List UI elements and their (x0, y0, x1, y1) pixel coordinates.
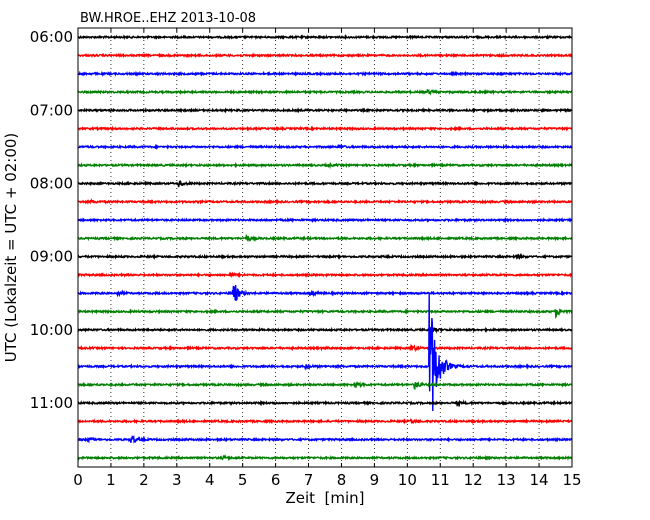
trace-line (78, 293, 572, 412)
trace-line (78, 252, 572, 261)
trace-line (78, 380, 572, 390)
trace-line (78, 161, 572, 170)
x-tick-label: 9 (370, 471, 380, 489)
x-axis-label: Zeit [min] (285, 489, 364, 507)
trace-line (78, 52, 572, 59)
trace-line (78, 434, 572, 444)
x-tick-label: 10 (398, 471, 417, 489)
x-tick-label: 8 (337, 471, 347, 489)
trace-line (78, 454, 572, 462)
y-tick-label: 07:00 (30, 101, 73, 119)
traces-group (78, 33, 572, 462)
trace-line (78, 33, 572, 41)
x-tick-label: 3 (172, 471, 182, 489)
trace-line (78, 285, 572, 301)
y-axis-label: UTC (Lokalzeit = UTC + 02:00) (2, 133, 20, 363)
trace-line (78, 107, 572, 114)
x-tick-label: 15 (562, 471, 581, 489)
trace-line (78, 308, 572, 319)
trace-line (78, 399, 572, 408)
x-tick-label: 12 (464, 471, 483, 489)
trace-line (78, 324, 572, 334)
y-tick-label: 09:00 (30, 248, 73, 266)
trace-line (78, 143, 572, 151)
trace-line (78, 88, 572, 96)
x-tick-label: 1 (106, 471, 116, 489)
x-tick-label: 7 (304, 471, 314, 489)
x-tick-label: 13 (497, 471, 516, 489)
trace-line (78, 271, 572, 279)
trace-line (78, 125, 572, 132)
x-tick-label: 2 (139, 471, 149, 489)
trace-line (78, 198, 572, 206)
plot-frame (77, 27, 573, 468)
trace-line (78, 418, 572, 425)
x-tick-label: 4 (205, 471, 215, 489)
x-tick-label: 11 (431, 471, 450, 489)
y-tick-label: 11:00 (30, 394, 73, 412)
trace-line (78, 179, 572, 188)
x-tick-label: 6 (271, 471, 281, 489)
trace-line (78, 343, 572, 353)
trace-line (78, 233, 572, 243)
x-tick-label: 5 (238, 471, 248, 489)
x-tick-label: 14 (530, 471, 549, 489)
y-tick-label: 06:00 (30, 28, 73, 46)
x-tick-label: 0 (73, 471, 83, 489)
y-tick-label: 10:00 (30, 321, 73, 339)
y-tick-label: 08:00 (30, 174, 73, 192)
chart-title: BW.HROE..EHZ 2013-10-08 (80, 11, 257, 26)
trace-line (78, 216, 572, 224)
trace-line (78, 70, 572, 77)
